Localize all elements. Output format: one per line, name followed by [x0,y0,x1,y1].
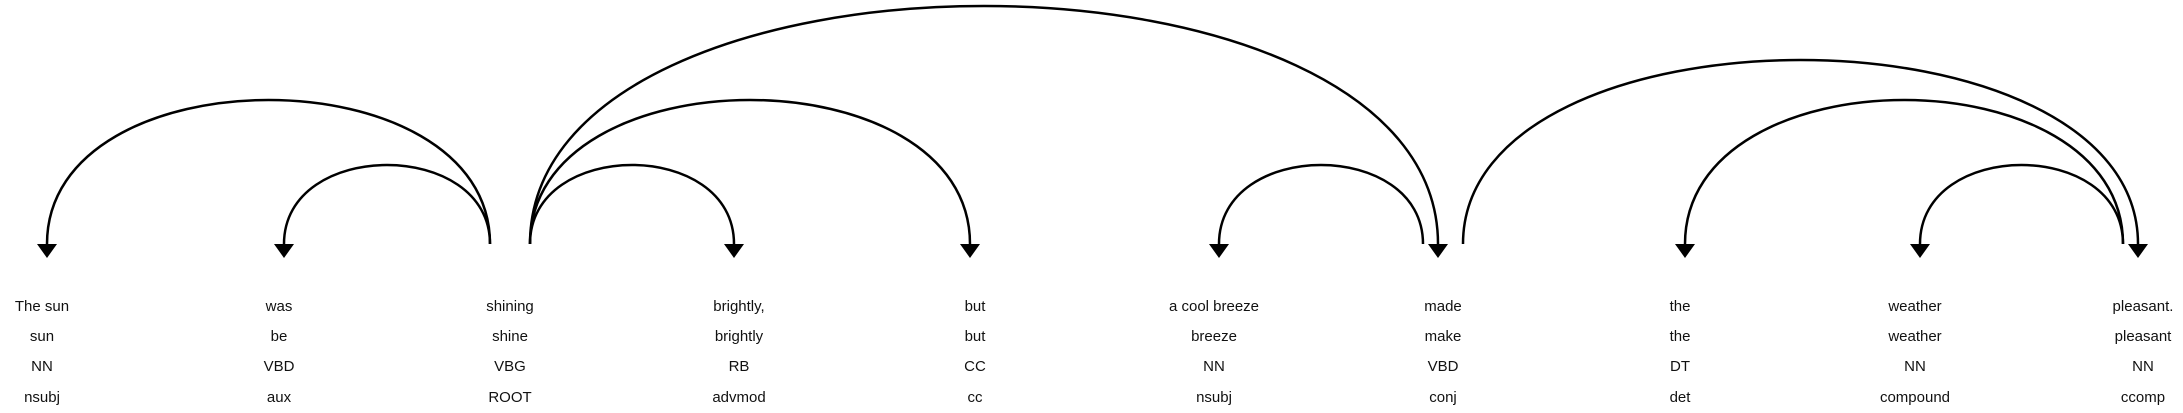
arrowhead [37,244,57,258]
token-column: The sun sun NN nsubj [15,298,69,406]
arc-curve [1683,98,2125,245]
arrowhead [1910,244,1930,258]
token-pos: RB [729,358,750,375]
token-text: shining [486,298,534,315]
token-text: pleasant. [2113,298,2174,315]
token-pos: NN [2132,358,2154,375]
dependency-arc [528,98,980,258]
token-text: but [965,298,987,315]
token-lemma: make [1425,328,1462,345]
token-column: pleasant. pleasant NN ccomp [2113,298,2174,406]
arcs-layer [37,4,2148,258]
token-dep: det [1670,389,1692,406]
token-text: was [265,298,293,315]
arc-curve [1461,58,2140,245]
token-pos: NN [1904,358,1926,375]
token-text: the [1670,298,1691,315]
arrowhead [960,244,980,258]
token-lemma: sun [30,328,54,345]
arc-curve [45,98,492,245]
token-dep: nsubj [1196,389,1232,406]
token-pos: VBD [264,358,295,375]
token-dep: ROOT [488,389,531,406]
token-text: weather [1887,298,1941,315]
token-column: shining shine VBG ROOT [486,298,534,406]
arc-curve [1918,163,2125,245]
token-lemma: shine [492,328,528,345]
token-column: made make VBD conj [1424,298,1462,406]
token-lemma: pleasant [2115,328,2173,345]
dependency-arc [528,163,744,258]
token-text: made [1424,298,1462,315]
token-dep: conj [1429,389,1457,406]
dependency-arc [1910,163,2125,258]
arrowhead [1675,244,1695,258]
token-column: was be VBD aux [264,298,295,406]
token-column: weather weather NN compound [1880,298,1950,406]
token-column: but but CC cc [964,298,986,406]
token-pos: NN [1203,358,1225,375]
token-column: a cool breeze breeze NN nsubj [1169,298,1259,406]
arrowhead [1428,244,1448,258]
arc-curve [282,163,492,245]
token-pos: DT [1670,358,1690,375]
token-column: brightly, brightly RB advmod [712,298,765,406]
token-lemma: be [271,328,288,345]
token-dep: cc [968,389,984,406]
dependency-arc [37,98,492,258]
token-lemma: weather [1887,328,1941,345]
token-dep: aux [267,389,292,406]
token-dep: compound [1880,389,1950,406]
token-pos: VBD [1428,358,1459,375]
arrowhead [724,244,744,258]
arrowhead [1209,244,1229,258]
token-text: a cool breeze [1169,298,1259,315]
token-lemma: but [965,328,987,345]
token-text: The sun [15,298,69,315]
token-lemma: breeze [1191,328,1237,345]
arc-curve [1217,163,1425,245]
dependency-arc [1209,163,1425,258]
token-lemma: brightly [715,328,764,345]
dependency-arc [1675,98,2125,258]
dependency-arc [1461,58,2148,258]
token-pos: CC [964,358,986,375]
token-lemma: the [1670,328,1691,345]
token-dep: ccomp [2121,389,2165,406]
token-pos: VBG [494,358,526,375]
token-column: the the DT det [1670,298,1692,406]
tokens-layer: The sun sun NN nsubj was be VBD aux shining shine… [15,298,2174,406]
arrowhead [274,244,294,258]
token-dep: nsubj [24,389,60,406]
arrowhead [2128,244,2148,258]
dependency-arc [274,163,492,258]
dependency-arc [528,4,1448,258]
arc-curve [528,4,1440,245]
arc-curve [528,163,736,245]
arc-curve [528,98,972,245]
token-text: brightly, [713,298,764,315]
token-pos: NN [31,358,53,375]
token-dep: advmod [712,389,765,406]
